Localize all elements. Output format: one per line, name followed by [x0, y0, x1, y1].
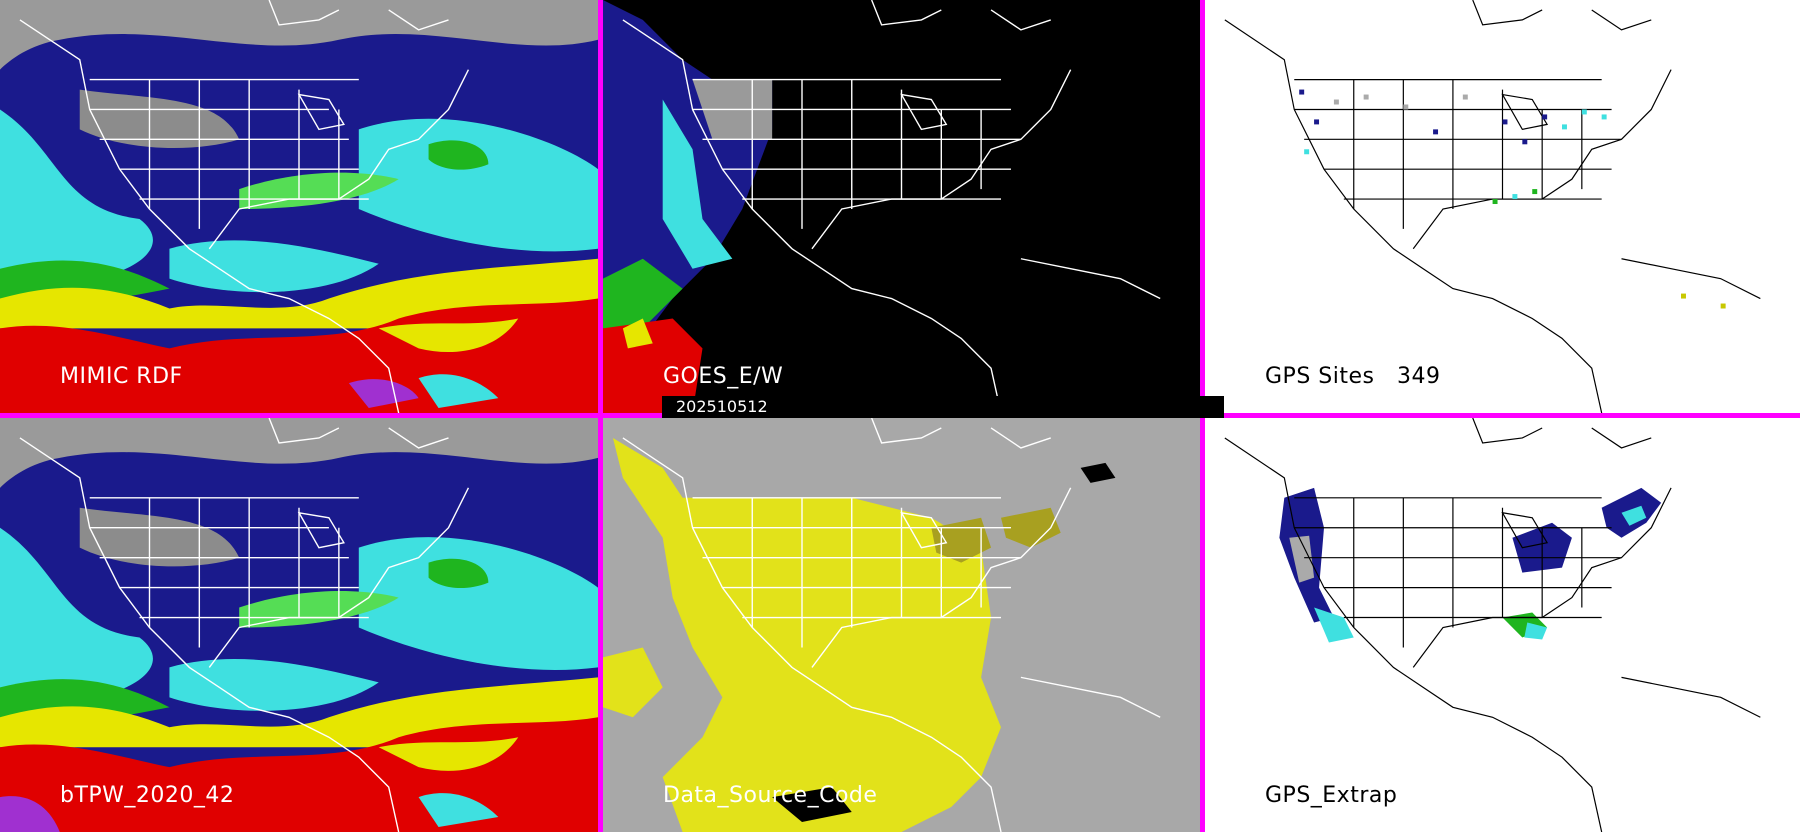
- gps-extrap-map: [1205, 418, 1800, 832]
- panel-gps-sites: GPS Sites 349: [1205, 0, 1800, 413]
- panel-mimic-rdf: MIMIC RDF: [0, 0, 598, 413]
- date-stamp: 202510512: [676, 397, 768, 416]
- data-source-map: [603, 418, 1200, 832]
- panel-label-gps: GPS Sites 349: [1265, 364, 1441, 389]
- goes-tpw-map: [603, 0, 1200, 413]
- panel-goes-ew: GOES_E/W: [603, 0, 1200, 413]
- gps-sites-map: [1205, 0, 1800, 413]
- panel-label-mimic: MIMIC RDF: [60, 364, 183, 389]
- date-stamp-bar: 202510512: [662, 396, 1224, 418]
- mimic-tpw-map: [0, 0, 598, 413]
- panel-label-gpsx: GPS_Extrap: [1265, 783, 1398, 808]
- panel-data-source-code: Data_Source_Code: [603, 418, 1200, 832]
- panel-gps-extrap: GPS_Extrap: [1205, 418, 1800, 832]
- panel-btpw: bTPW_2020_42: [0, 418, 598, 832]
- panel-label-btpw: bTPW_2020_42: [60, 783, 235, 808]
- btpw-map: [0, 418, 598, 832]
- panel-label-goes: GOES_E/W: [663, 364, 784, 389]
- panel-label-dsc: Data_Source_Code: [663, 783, 878, 808]
